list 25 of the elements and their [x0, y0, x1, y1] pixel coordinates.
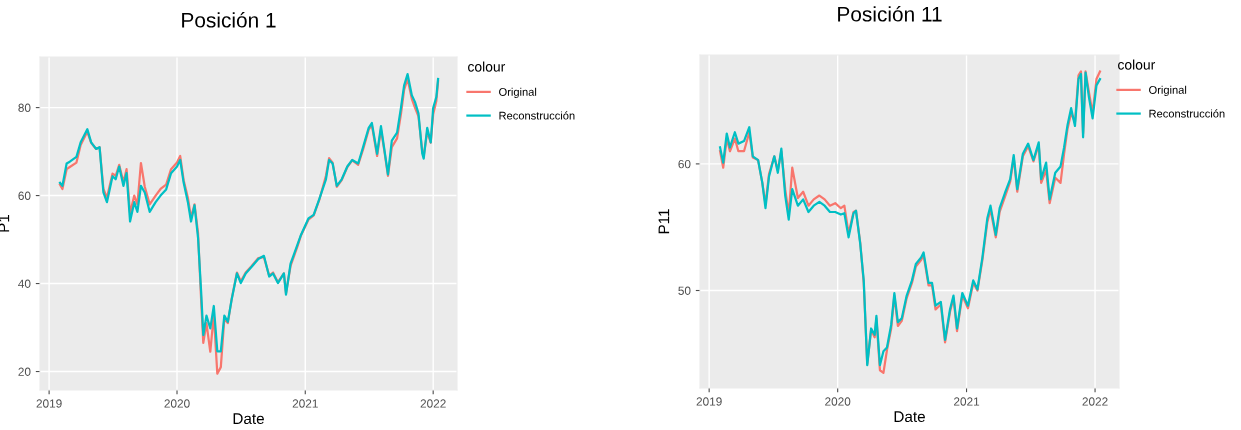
x-tick-label: 2022 [420, 399, 446, 408]
legend-label: Original [1149, 85, 1187, 97]
y-tick-label: 80 [18, 103, 31, 112]
x-tick-label: 2021 [292, 399, 318, 408]
legend-title: colour [1118, 59, 1156, 70]
y-tick-label: 60 [18, 191, 31, 200]
y-tick-label: 50 [678, 286, 691, 295]
y-tick-label: 60 [678, 159, 691, 169]
x-tick-label: 2019 [696, 397, 722, 406]
chart-title: Posición 1 [182, 12, 276, 28]
x-axis-title: Date [894, 411, 925, 423]
legend-label: Reconstrucción [1149, 109, 1225, 118]
x-tick-label: 2021 [954, 397, 980, 406]
legend-title: colour [468, 61, 506, 72]
y-axis-title: P11 [658, 209, 670, 234]
y-tick-label: 20 [18, 367, 31, 376]
x-tick-label: 2022 [1082, 397, 1108, 406]
x-tick-label: 2020 [825, 397, 851, 406]
x-axis-title: Date [233, 413, 264, 425]
legend-label: Original [499, 87, 537, 99]
x-tick-label: 2020 [164, 399, 190, 408]
x-tick-label: 2019 [36, 399, 62, 408]
y-tick-label: 40 [18, 279, 31, 288]
chart-title: Posición 11 [838, 6, 942, 22]
legend-label: Reconstrucción [499, 111, 575, 120]
